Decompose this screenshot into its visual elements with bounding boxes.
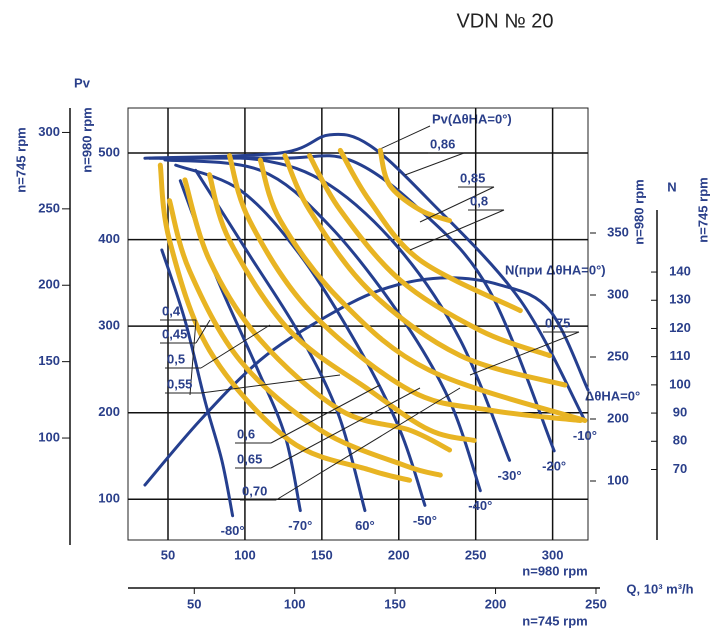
x-tick-label: 300	[542, 547, 564, 562]
y3-tick-label: 200	[38, 277, 60, 292]
curve-label: -70°	[288, 518, 312, 533]
leader	[377, 125, 431, 151]
efficiency-curve	[227, 153, 583, 424]
pv-label: Pv(ΔθHA=0°)	[432, 111, 512, 126]
n980-tick-label: 100	[607, 472, 629, 487]
efficiency-label: 0,65	[237, 451, 262, 466]
leader	[409, 209, 505, 251]
efficiency-curve	[307, 153, 553, 359]
x-tick-label: 50	[161, 547, 175, 562]
n-end-label: ΔθHA=0°	[585, 388, 640, 403]
efficiency-label: 0,5	[167, 351, 185, 366]
curve-label: -20°	[542, 458, 566, 473]
x-tick-label: 100	[234, 547, 256, 562]
leader	[200, 374, 341, 394]
efficiency-curve	[182, 177, 453, 453]
efficiency-label: 0,4	[162, 303, 181, 318]
curve-label: -80°	[221, 523, 245, 538]
leader	[419, 186, 495, 223]
x2-tick-label: 150	[384, 596, 406, 611]
y2-tick-label: 130	[669, 292, 691, 307]
efficiency-label: 0,85	[460, 170, 485, 185]
n980-tick-label: 300	[607, 286, 629, 301]
x2-tick-label: 100	[284, 596, 306, 611]
curve-label: 60°	[355, 518, 375, 533]
n980-label: n=980 rpm	[631, 179, 646, 244]
y3-label: n=745 rpm	[13, 127, 28, 192]
x2-tick-label: 250	[585, 596, 607, 611]
y-title: Pv	[74, 75, 91, 90]
leader	[275, 387, 461, 501]
n980-tick-label: 250	[607, 348, 629, 363]
y2-tick-label: 80	[673, 433, 687, 448]
leader	[195, 319, 211, 344]
n-curve-label: N(при ΔθHA=0°)	[505, 262, 606, 277]
y-tick-label: 500	[98, 144, 120, 159]
n980-tick-label: 200	[607, 410, 629, 425]
y3-tick-label: 100	[38, 429, 60, 444]
efficiency-label: 0,6	[237, 426, 255, 441]
x2-tick-label: 50	[187, 596, 201, 611]
x-label: n=980 rpm	[522, 563, 587, 578]
efficiency-label: 0,70	[242, 483, 267, 498]
x2-tick-label: 200	[485, 596, 507, 611]
q-label: Q, 10³ m³/h	[626, 581, 693, 596]
efficiency-label: 0,75	[545, 315, 570, 330]
efficiency-label: 0,45	[162, 326, 187, 341]
curve	[163, 158, 482, 493]
curve-label: -10°	[573, 428, 597, 443]
efficiency-curve	[282, 153, 568, 388]
efficiency-label: 0,8	[470, 193, 488, 208]
y-tick-label: 400	[98, 231, 120, 246]
leader	[189, 319, 197, 396]
leader	[200, 324, 271, 369]
x2-label: n=745 rpm	[522, 613, 587, 628]
curve-label: -40°	[468, 498, 492, 513]
efficiency-curve	[167, 198, 443, 478]
chart-title: VDN № 20	[456, 10, 553, 32]
y-label: n=980 rpm	[79, 107, 94, 172]
efficiency-curve	[157, 162, 413, 483]
curve-label: -50°	[413, 513, 437, 528]
x-tick-label: 150	[311, 547, 333, 562]
y2-tick-label: 140	[669, 263, 691, 278]
curve	[160, 248, 235, 518]
y2-tick-label: 90	[673, 405, 687, 420]
efficiency-label: 0,86	[430, 136, 455, 151]
y3-tick-label: 250	[38, 200, 60, 215]
curve-label: -30°	[498, 468, 522, 483]
plot-frame	[127, 107, 589, 541]
leader	[270, 384, 381, 444]
x-tick-label: 250	[465, 547, 487, 562]
y-tick-label: 300	[98, 318, 120, 333]
n-title: N	[667, 179, 676, 194]
efficiency-curve	[337, 147, 523, 314]
efficiency-label: 0,55	[167, 376, 192, 391]
n980-tick-label: 350	[607, 224, 629, 239]
y3-tick-label: 150	[38, 353, 60, 368]
leader	[270, 387, 421, 469]
y-tick-label: 200	[98, 404, 120, 419]
x-tick-label: 200	[388, 547, 410, 562]
efficiency-curve	[257, 157, 588, 424]
y2-tick-label: 100	[669, 376, 691, 391]
y2-label: n=745 rpm	[695, 177, 710, 242]
y3-tick-label: 300	[38, 124, 60, 139]
efficiency-curve	[377, 147, 453, 224]
leader	[469, 331, 580, 376]
y2-tick-label: 110	[670, 348, 691, 363]
y-tick-label: 100	[98, 491, 120, 506]
y2-tick-label: 70	[673, 461, 687, 476]
efficiency-curve	[207, 172, 477, 443]
y2-tick-label: 120	[669, 320, 691, 335]
leader	[404, 152, 465, 176]
